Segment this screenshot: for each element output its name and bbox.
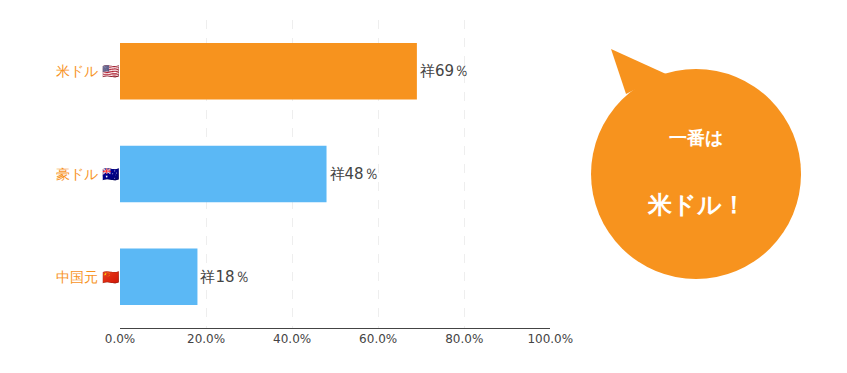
svg-text:100.0%: 100.0%	[527, 332, 573, 346]
svg-text:一番は: 一番は	[669, 127, 723, 148]
svg-text:祥48％: 祥48％	[330, 165, 379, 183]
svg-text:米ドル！: 米ドル！	[647, 191, 746, 219]
svg-text:0.0%: 0.0%	[105, 332, 136, 346]
svg-text:祥69％: 祥69％	[420, 62, 469, 80]
svg-text:豪ドル 🇦🇺: 豪ドル 🇦🇺	[56, 166, 120, 182]
svg-text:祥18％: 祥18％	[200, 268, 249, 286]
svg-text:米ドル 🇺🇸: 米ドル 🇺🇸	[56, 63, 120, 79]
svg-text:40.0%: 40.0%	[273, 332, 311, 346]
svg-text:60.0%: 60.0%	[359, 332, 397, 346]
svg-text:中国元 🇨🇳: 中国元 🇨🇳	[56, 269, 120, 285]
svg-text:20.0%: 20.0%	[187, 332, 225, 346]
svg-text:80.0%: 80.0%	[445, 332, 483, 346]
